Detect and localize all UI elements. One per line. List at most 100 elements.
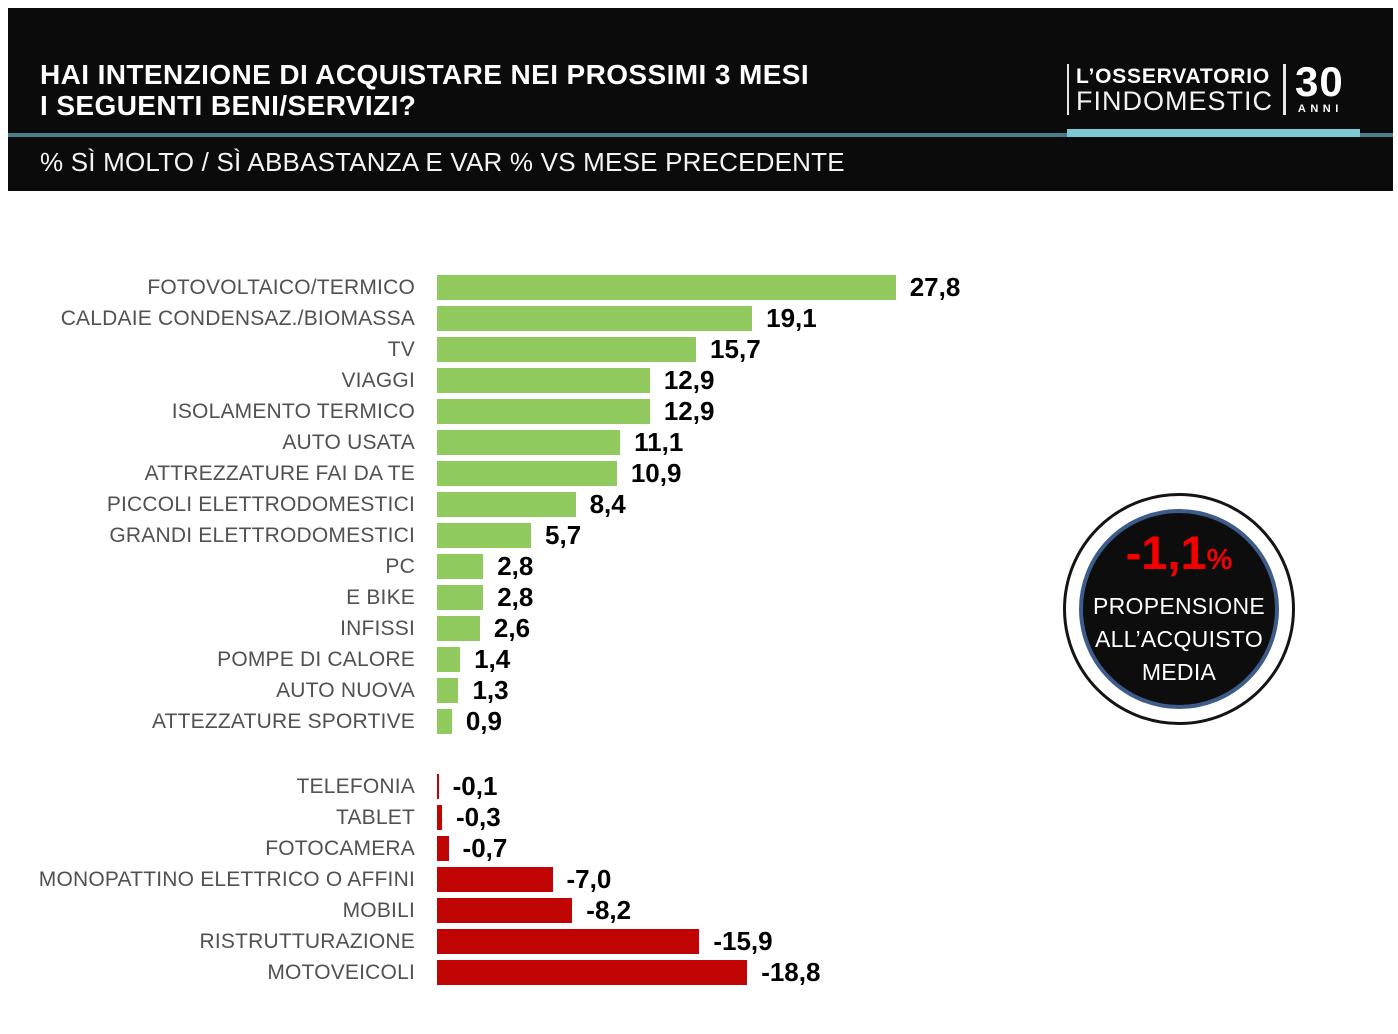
group-spacer [37,740,1017,774]
negative-bars-group: TELEFONIA -0,1 TABLET -0,3 FOTOCAMERA -0,7 MON… [37,771,1017,987]
value-label: 1,3 [472,675,509,705]
bar [437,929,700,954]
chart-row: VIAGGI 12,9 [37,365,1017,395]
category-label: MOTOVEICOLI [267,960,415,984]
chart-row: RISTRUTTURAZIONE -15,9 [37,926,1017,956]
bar [437,805,442,830]
value-label: 1,4 [474,644,511,674]
chart-row: ISOLAMENTO TERMICO 12,9 [37,396,1017,426]
propensity-label-line-3: MEDIA [1141,659,1217,685]
value-label: 15,7 [710,334,761,364]
chart-row: TABLET -0,3 [37,802,1017,832]
value-label: -18,8 [761,957,821,987]
value-label: 12,9 [663,365,715,395]
propensity-value: -1,1% [1126,529,1233,584]
logo-separator-bar [1283,64,1286,115]
chart-row: POMPE DI CALORE 1,4 [37,644,1017,674]
header: HAI INTENZIONE DI ACQUISTARE NEI PROSSIM… [8,8,1393,191]
value-label: 2,8 [497,582,534,612]
bar [437,774,439,799]
chart-row: GRANDI ELETTRODOMESTICI 5,7 [37,520,1017,550]
logo-osservatorio-text: L’OSSERVATORIO [1076,64,1271,88]
category-label: ATTREZZATURE FAI DA TE [144,461,415,485]
chart-row: TELEFONIA -0,1 [37,771,1017,801]
category-label: RISTRUTTURAZIONE [199,929,415,953]
chart-row: MOBILI -8,2 [37,895,1017,925]
propensity-badge-inner: -1,1% PROPENSIONE ALL’ACQUISTO MEDIA [1079,509,1279,709]
title-line-1: HAI INTENZIONE DI ACQUISTARE NEI PROSSIM… [40,59,810,90]
category-label: E BIKE [346,585,415,609]
bar [437,678,459,703]
propensity-badge: -1,1% PROPENSIONE ALL’ACQUISTO MEDIA [1063,493,1295,725]
category-label: TABLET [336,805,415,829]
value-label: 8,4 [589,489,626,519]
chart-row: AUTO USATA 11,1 [37,427,1017,457]
value-label: -15,9 [713,926,773,956]
bar [437,616,480,641]
value-label: 27,8 [909,272,961,302]
value-label: 11,1 [634,427,684,457]
value-label: 12,9 [663,396,715,426]
category-label: PC [385,554,415,578]
chart-row: FOTOVOLTAICO/TERMICO 27,8 [37,272,1017,302]
logo-years-number: 30 [1295,58,1344,105]
category-label: FOTOCAMERA [265,836,415,860]
logo-names: L’OSSERVATORIO FINDOMESTIC [1069,64,1273,115]
bar [437,492,576,517]
bar [437,399,650,424]
value-label: 10,9 [630,458,682,488]
positive-bars-group: FOTOVOLTAICO/TERMICO 27,8 CALDAIE CONDENSA… [37,272,1017,736]
value-label: 0,9 [465,706,502,736]
logo-30-anni: 30 ANNI [1295,58,1344,116]
category-label: MONOPATTINO ELETTRICO O AFFINI [38,867,415,891]
chart-row: E BIKE 2,8 [37,582,1017,612]
chart-row: FOTOCAMERA -0,7 [37,833,1017,863]
chart-row: TV 15,7 [37,334,1017,364]
bar [437,523,532,548]
chart-row: PICCOLI ELETTRODOMESTICI 8,4 [37,489,1017,519]
category-label: ATTEZZATURE SPORTIVE [151,709,415,733]
chart-row: MOTOVEICOLI -18,8 [37,957,1017,987]
chart-row: INFISSI 2,6 [37,613,1017,643]
category-label: ISOLAMENTO TERMICO [171,399,415,423]
findomestic-logo: L’OSSERVATORIO FINDOMESTIC 30 ANNI [1067,58,1344,116]
propensity-label-line-2: ALL’ACQUISTO [1094,626,1264,652]
category-label: PICCOLI ELETTRODOMESTICI [106,492,415,516]
value-label: -0,1 [452,771,498,801]
value-label: -0,3 [455,802,501,832]
percent-sign: % [1206,544,1233,576]
category-label: POMPE DI CALORE [217,647,415,671]
bar [437,306,753,331]
bar [437,337,697,362]
logo-findomestic-text: FINDOMESTIC [1076,85,1273,116]
bar [437,368,650,393]
page-title: HAI INTENZIONE DI ACQUISTARE NEI PROSSIM… [40,59,809,121]
chart-row: ATTREZZATURE FAI DA TE 10,9 [37,458,1017,488]
bar-chart: FOTOVOLTAICO/TERMICO 27,8 CALDAIE CONDENSA… [37,272,1017,991]
logo-years-label: ANNI [1297,103,1343,115]
propensity-number: -1,1 [1125,526,1207,579]
category-label: VIAGGI [341,368,415,392]
bar [437,960,748,985]
category-label: CALDAIE CONDENSAZ./BIOMASSA [60,306,415,330]
chart-row: ATTEZZATURE SPORTIVE 0,9 [37,706,1017,736]
category-label: AUTO NUOVA [276,678,415,702]
propensity-label-line-1: PROPENSIONE [1092,593,1265,619]
subtitle: % SÌ MOLTO / SÌ ABBASTANZA E VAR % VS ME… [40,147,845,177]
category-label: TELEFONIA [296,774,415,798]
value-label: -0,7 [462,833,508,863]
chart-row: MONOPATTINO ELETTRICO O AFFINI -7,0 [37,864,1017,894]
bar [437,430,621,455]
value-label: 2,8 [497,551,534,581]
value-label: -8,2 [586,895,632,925]
value-label: 19,1 [766,303,817,333]
bar [437,554,484,579]
category-label: TV [387,337,415,361]
chart-row: AUTO NUOVA 1,3 [37,675,1017,705]
bar [437,585,484,610]
value-label: -7,0 [566,864,612,894]
chart-row: PC 2,8 [37,551,1017,581]
teal-divider-highlight [1067,129,1360,137]
category-label: INFISSI [340,616,415,640]
